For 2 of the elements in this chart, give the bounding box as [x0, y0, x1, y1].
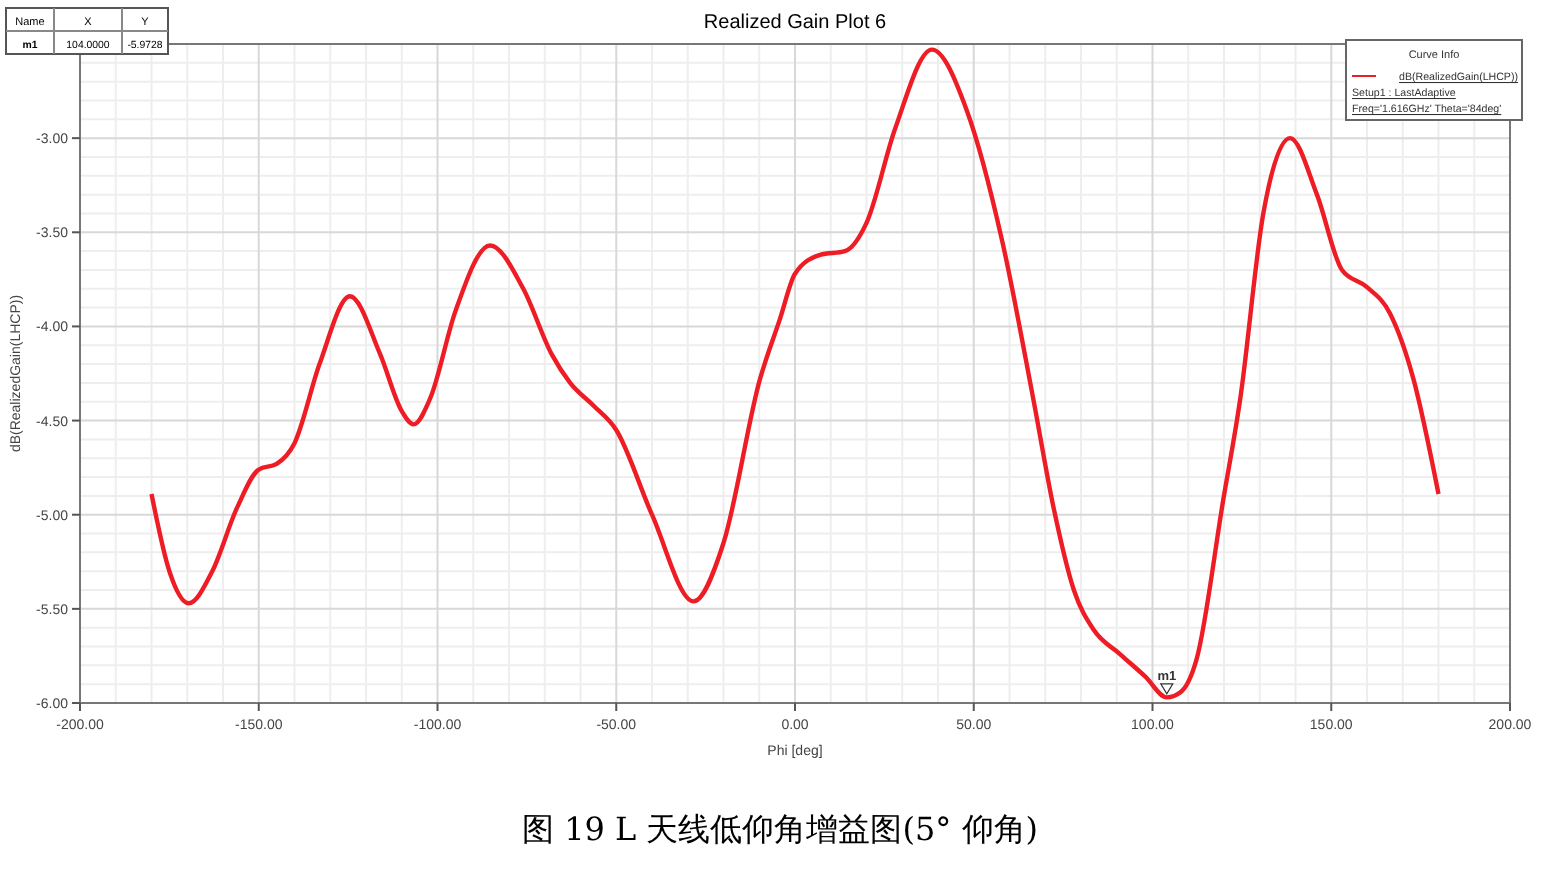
chart-title: Realized Gain Plot 6: [703, 12, 888, 34]
caption: 图 19 L 天线低仰角增益图(5° 仰角): [522, 810, 1038, 848]
